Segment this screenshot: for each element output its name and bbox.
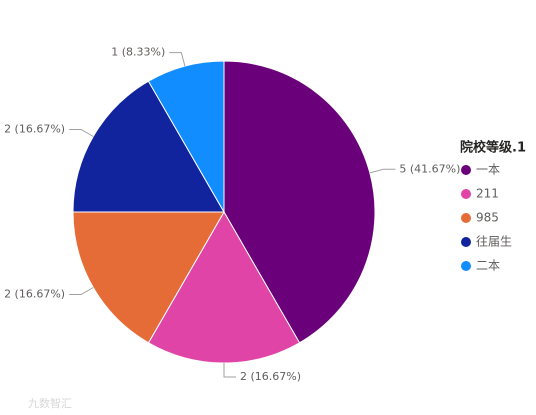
leader-line [369, 168, 396, 174]
data-label: 2 (16.67%) [4, 123, 65, 136]
legend-title: 院校等级.1 [460, 140, 526, 156]
legend-label: 211 [476, 187, 499, 201]
legend-label: 往届生 [476, 234, 512, 249]
legend-marker [461, 189, 471, 199]
leader-line [69, 287, 94, 295]
pie-slice [147, 60, 225, 214]
pie-slice [223, 60, 376, 344]
data-label: 5 (41.67%) [399, 162, 460, 175]
legend-marker [461, 261, 471, 271]
legend-label: 二本 [476, 259, 500, 273]
data-label: 1 (8.33%) [111, 46, 165, 59]
leader-line [169, 52, 186, 67]
legend-label: 一本 [476, 163, 500, 177]
leader-line [69, 129, 94, 137]
pie-slice [72, 80, 225, 213]
leader-line [223, 363, 236, 378]
legend-marker [461, 237, 471, 247]
legend-label: 985 [476, 211, 499, 225]
legend-marker [461, 213, 471, 223]
data-label: 2 (16.67%) [4, 288, 65, 301]
watermark: 九数智汇 [28, 396, 72, 410]
data-label: 2 (16.67%) [240, 370, 301, 383]
legend-marker [461, 165, 471, 175]
